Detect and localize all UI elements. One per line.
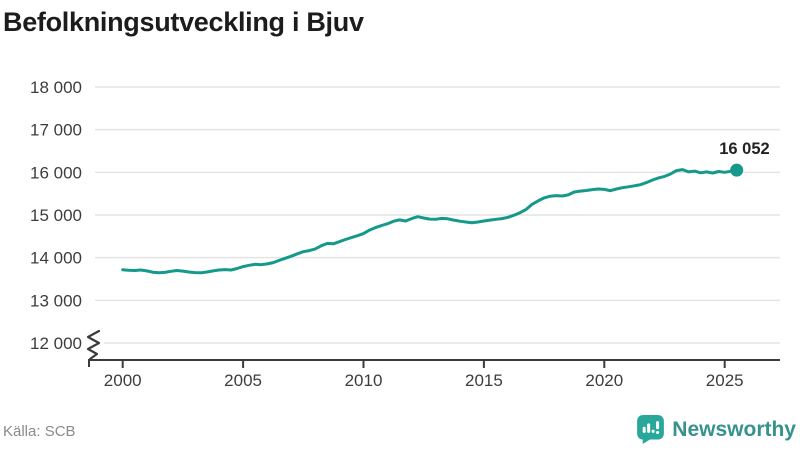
newsworthy-logo[interactable]: Newsworthy bbox=[637, 415, 796, 444]
newsworthy-wordmark: Newsworthy bbox=[672, 417, 796, 441]
y-tick-label: 18 000 bbox=[30, 78, 82, 97]
y-tick-label: 16 000 bbox=[30, 163, 82, 182]
newsworthy-bubble-icon bbox=[637, 415, 665, 444]
y-tick-label: 13 000 bbox=[30, 291, 82, 310]
x-tick-label: 2000 bbox=[104, 371, 142, 390]
y-tick-label: 15 000 bbox=[30, 206, 82, 225]
x-tick-label: 2020 bbox=[585, 371, 623, 390]
bar-chart-bar-tall bbox=[647, 423, 651, 433]
bar-chart-bar-short bbox=[642, 426, 647, 433]
exclamation-bar bbox=[656, 421, 660, 430]
bar-chart-dot bbox=[651, 429, 655, 433]
y-tick-label: 14 000 bbox=[30, 249, 82, 268]
end-value-label: 16 052 bbox=[719, 140, 769, 158]
chart-title: Befolkningsutveckling i Bjuv bbox=[3, 7, 364, 37]
exclamation-dot bbox=[656, 430, 660, 434]
x-tick-label: 2010 bbox=[345, 371, 383, 390]
y-tick-label: 12 000 bbox=[30, 334, 82, 353]
axis-break-icon bbox=[86, 329, 101, 361]
source-note: Källa: SCB bbox=[3, 423, 76, 440]
end-point-marker bbox=[730, 163, 744, 177]
x-tick-label: 2025 bbox=[706, 371, 744, 390]
x-tick-label: 2015 bbox=[465, 371, 503, 390]
x-tick-label: 2005 bbox=[224, 371, 262, 390]
population-line bbox=[121, 168, 739, 275]
y-tick-label: 17 000 bbox=[30, 121, 82, 140]
speech-bubble-shape bbox=[637, 415, 665, 444]
